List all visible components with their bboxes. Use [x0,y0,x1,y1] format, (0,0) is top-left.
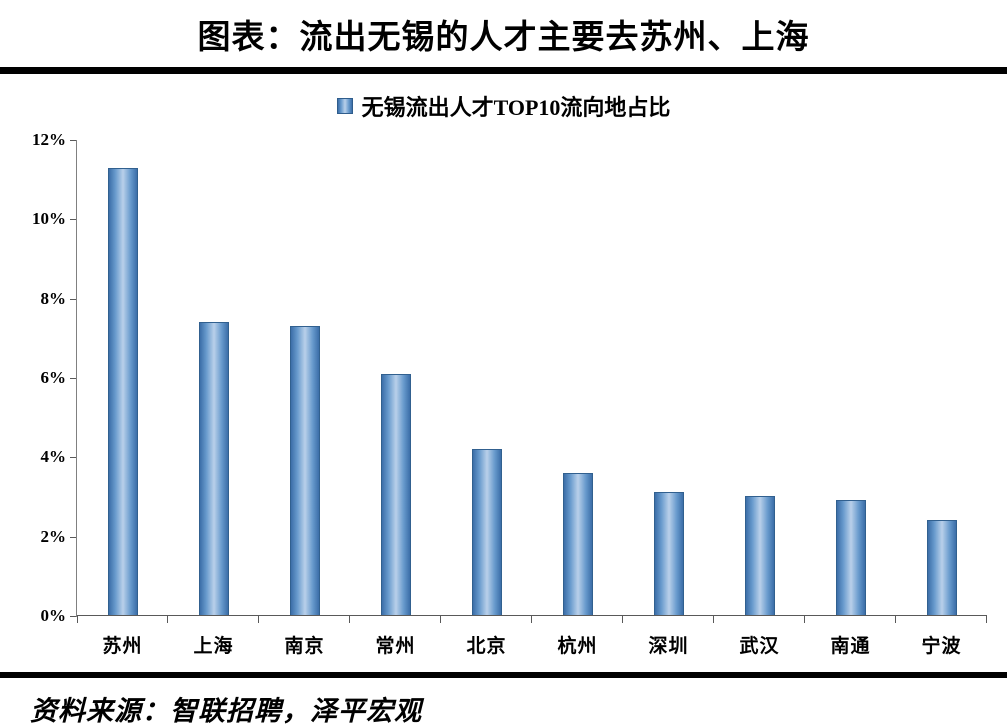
x-axis-category: 上海 [168,616,259,658]
x-axis-label: 上海 [193,636,234,657]
bar-slot-8 [714,140,805,615]
x-axis-category: 苏州 [77,616,168,658]
source-note: 资料来源：智联招聘，泽平宏观 [30,696,422,726]
top-divider [0,67,1007,74]
bar-slot-10 [896,140,987,615]
x-axis-label: 深圳 [648,636,689,657]
y-axis-tick-label: 2% [40,526,67,546]
x-axis-label: 南京 [284,636,325,657]
legend-swatch-icon [336,98,353,114]
legend-label: 无锡流出人才TOP10流向地占比 [361,95,671,120]
y-axis-tick-label: 6% [40,368,67,387]
bar-fill [471,448,502,615]
x-axis-label: 宁波 [921,636,962,657]
x-axis-category: 深圳 [623,616,714,658]
x-axis-category: 武汉 [714,616,805,658]
x-axis-category: 南通 [805,616,896,658]
x-axis-tick [350,616,441,623]
y-axis-tick [70,298,76,300]
bar-slot-3 [259,140,350,615]
x-axis-label: 苏州 [102,636,143,657]
x-axis-category: 杭州 [532,616,623,658]
bar-fill [289,326,320,615]
x-axis-label: 武汉 [739,636,780,657]
x-axis-tick [805,616,896,623]
x-axis-tick [714,616,805,623]
x-axis-label: 南通 [830,636,871,657]
bar-fill [380,373,411,615]
bar-fill [744,496,775,615]
bottom-divider [0,672,1007,678]
bar-slot-4 [350,140,441,615]
bar-fill [653,492,684,615]
x-axis-labels: 苏州 上海 南京 常州 北京 杭州 深圳 武汉 南通 宁波 [77,616,987,658]
legend: 无锡流出人才TOP10流向地占比 [0,90,1007,122]
x-axis-category: 南京 [259,616,350,658]
bar-fill [562,472,593,615]
x-axis-category: 北京 [441,616,532,658]
y-axis-line [76,140,77,617]
bar-slot-9 [805,140,896,615]
x-axis-label: 杭州 [557,636,598,657]
y-axis-tick [70,536,76,538]
page-title: 图表：流出无锡的人才主要去苏州、上海 [197,20,810,56]
y-axis-tick [70,616,76,617]
x-axis-tick [623,616,714,623]
y-axis-tick-label: 12% [32,130,66,149]
bar-fill [926,520,957,615]
bar-fill [835,500,866,615]
x-axis-label: 北京 [466,636,507,657]
bar-fill [198,322,229,615]
y-axis-tick [70,457,76,459]
x-axis-category: 常州 [350,616,441,658]
x-axis-tick [441,616,532,623]
bar-slot-1 [77,140,168,615]
bar-slot-5 [441,140,532,615]
y-axis-tick-label: 10% [32,209,66,229]
x-axis-tick [896,616,987,623]
y-axis-tick-label: 0% [40,606,67,625]
bar-chart: 苏州 上海 南京 常州 北京 杭州 深圳 武汉 南通 宁波 12% 10% 8% 6% 4% 2% 0% [18,130,991,662]
x-axis-label: 常州 [375,636,416,657]
x-axis-tick [259,616,350,623]
bar-slot-7 [623,140,714,615]
x-axis-tick [168,616,259,623]
y-axis-tick [70,140,76,141]
x-axis-tick [532,616,623,623]
y-axis-tick-label: 4% [40,447,67,467]
bar-slot-6 [532,140,623,615]
y-axis-tick [70,219,76,221]
y-axis-tick-label: 8% [40,288,67,308]
y-axis-tick [70,378,76,379]
bar-slot-2 [168,140,259,615]
x-axis-tick [77,616,168,623]
x-axis-category: 宁波 [896,616,987,658]
plot-area [77,140,987,616]
bar-fill [107,167,138,615]
